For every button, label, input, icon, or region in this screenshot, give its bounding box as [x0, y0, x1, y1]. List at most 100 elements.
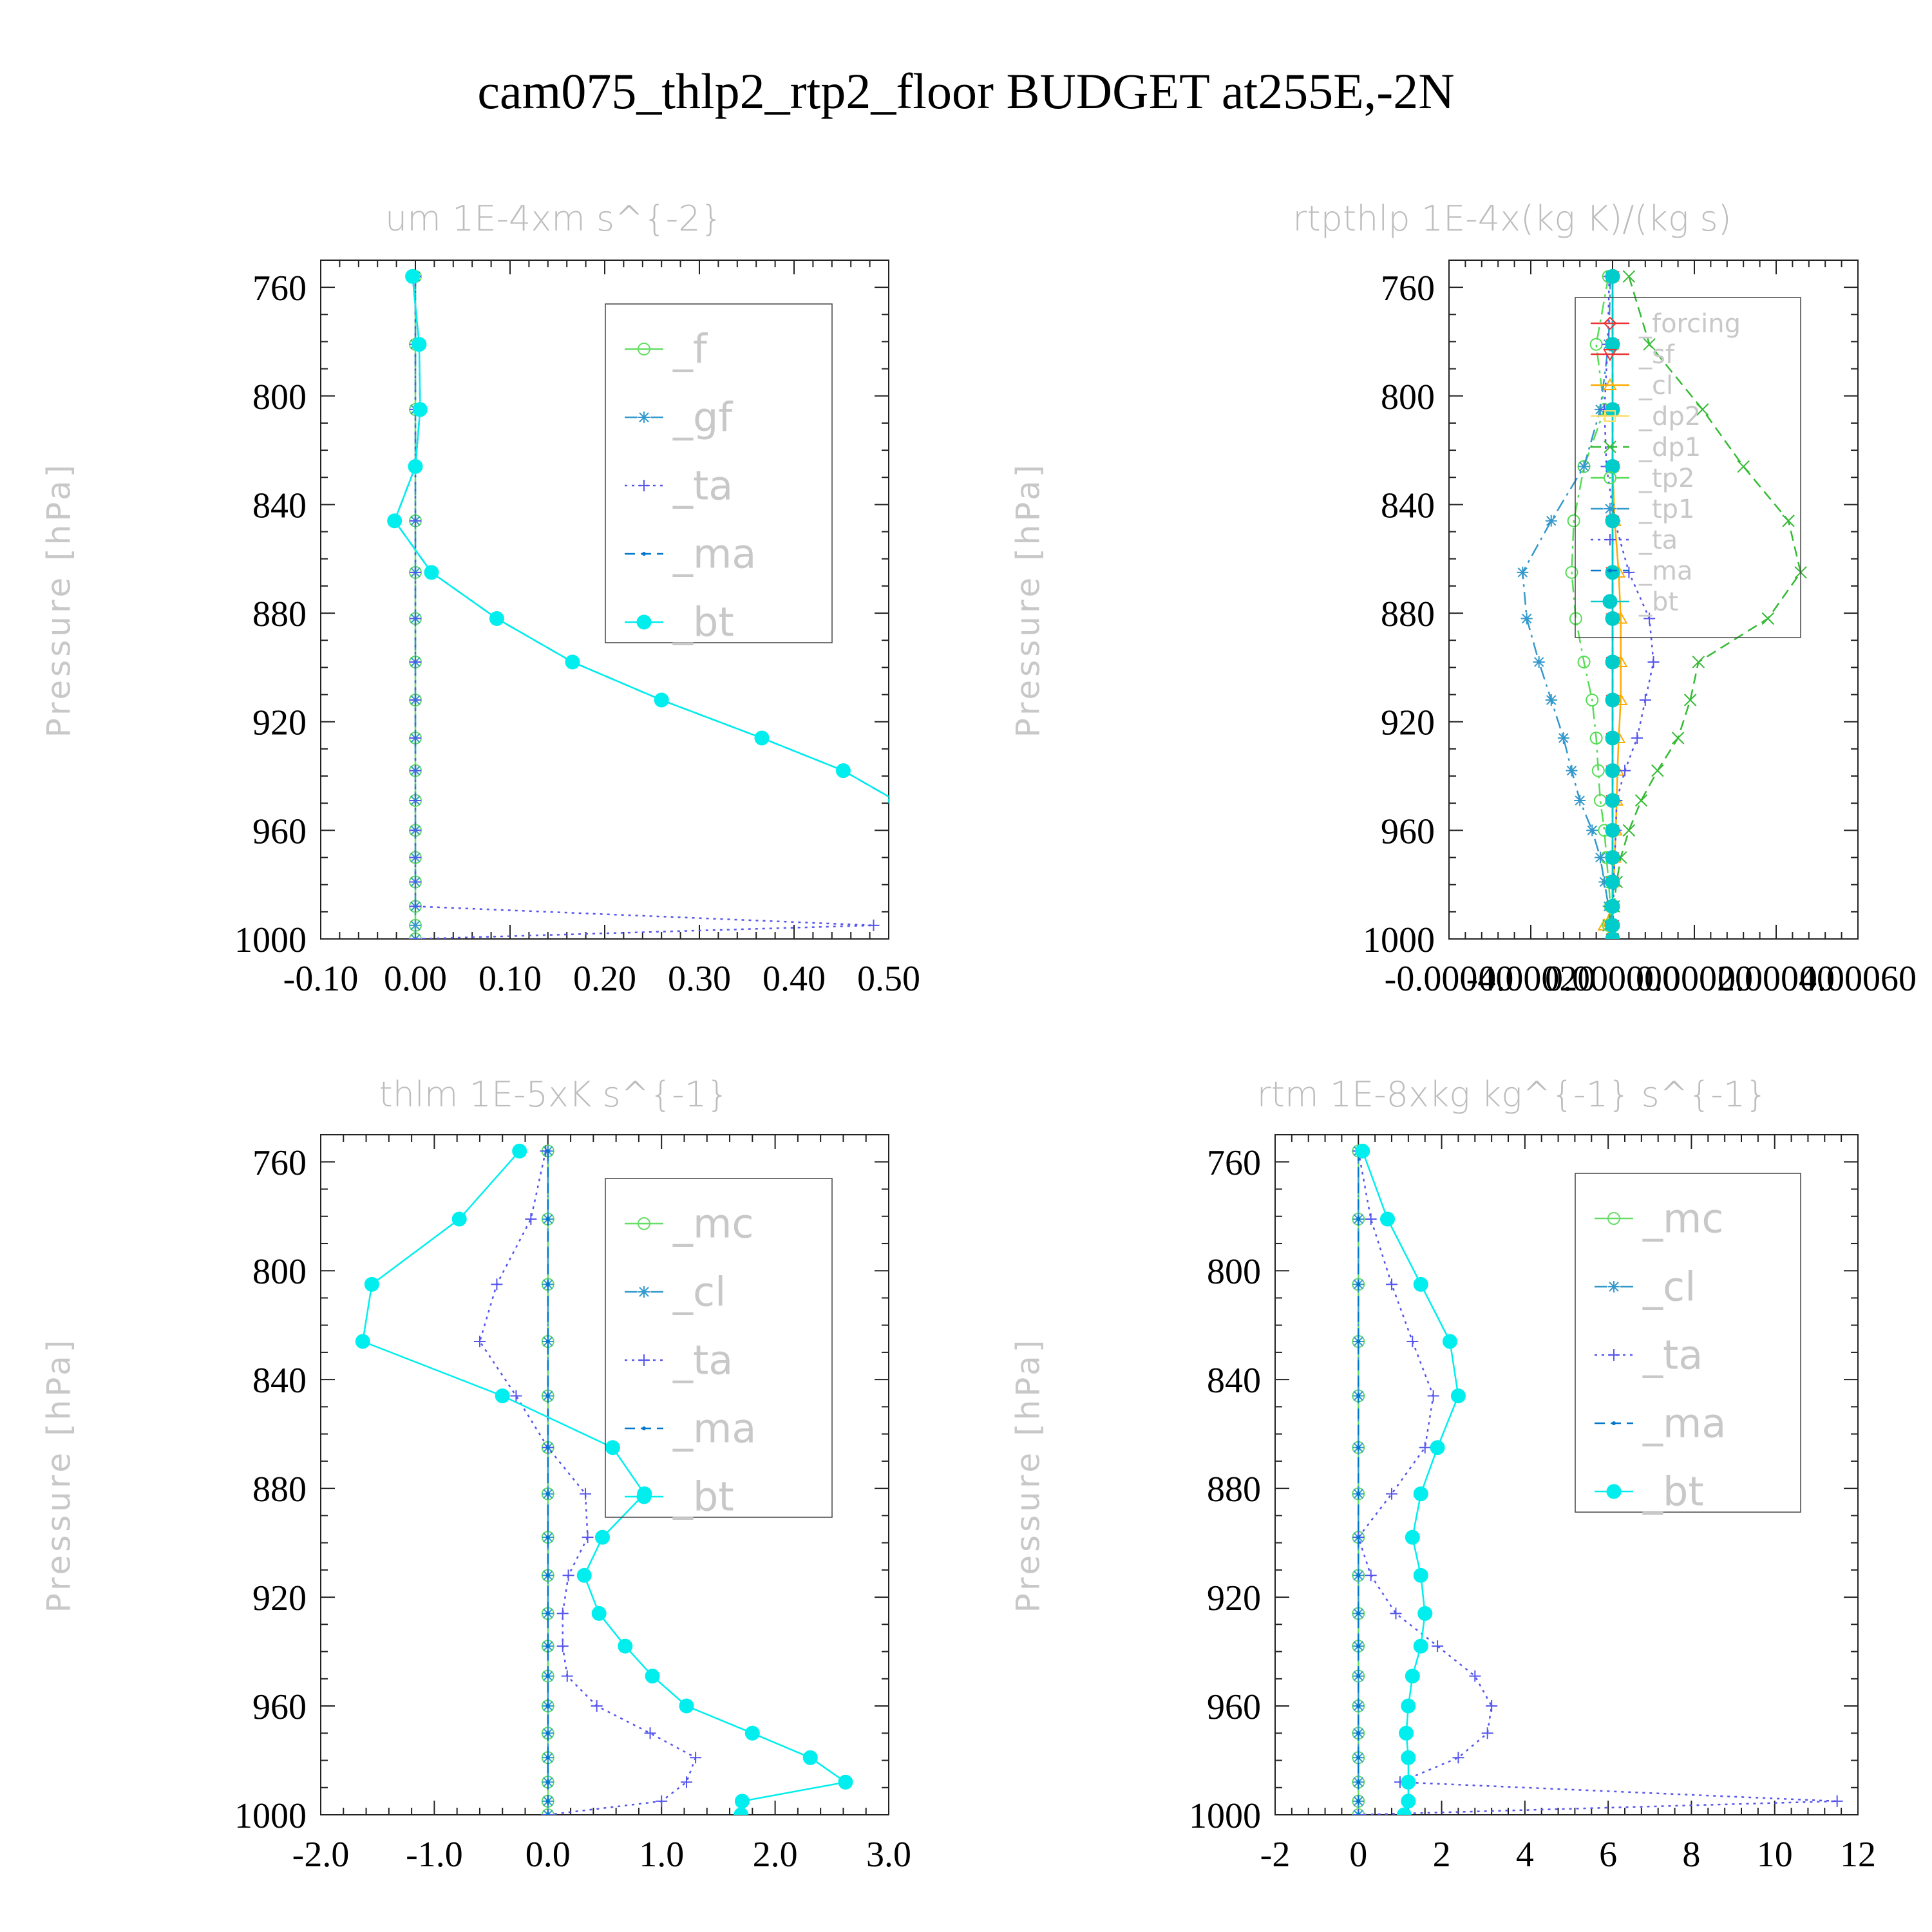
legend-marker — [638, 480, 650, 491]
data-point — [1605, 918, 1620, 933]
data-point — [1671, 732, 1685, 744]
data-point — [473, 1336, 486, 1348]
legend-label: _ta — [672, 462, 733, 509]
panel-title: rtpthlp 1E-4x(kg K)/(kg s) — [1293, 198, 1731, 239]
data-point — [1605, 763, 1620, 779]
figure-title: cam075_thlp2_rtp2_floor BUDGET at255E,-2… — [477, 63, 1454, 119]
data-point — [1365, 1569, 1377, 1582]
y-tick-label: 1000 — [234, 920, 307, 960]
data-point — [410, 919, 421, 931]
series-line-ta — [414, 276, 874, 939]
data-point — [1356, 1799, 1361, 1803]
data-point — [1622, 270, 1636, 283]
x-tick-label: 3.0 — [866, 1835, 911, 1875]
legend-marker — [638, 1354, 650, 1366]
y-axis-title: Pressure [hPa] — [41, 462, 78, 738]
y-tick-label: 840 — [1207, 1361, 1261, 1401]
data-point — [893, 799, 897, 802]
data-point — [1413, 1276, 1428, 1292]
y-tick-label: 800 — [252, 377, 307, 417]
legend-marker — [1604, 534, 1616, 545]
data-point — [1356, 1611, 1361, 1616]
y-tick-label: 1000 — [1363, 920, 1435, 960]
data-point — [1831, 1795, 1843, 1807]
data-point — [405, 269, 421, 284]
y-tick-label: 760 — [252, 1143, 307, 1183]
y-tick-label: 1000 — [234, 1796, 307, 1836]
legend-label: _mc — [1642, 1195, 1723, 1242]
legend-marker — [1604, 471, 1616, 484]
data-point — [1605, 874, 1620, 889]
x-tick-label: 6 — [1599, 1835, 1617, 1875]
data-point — [1605, 850, 1620, 866]
data-point — [1405, 1530, 1420, 1545]
series-line-dp1 — [1607, 276, 1802, 939]
data-point — [1605, 931, 1620, 939]
data-point — [644, 1727, 656, 1739]
data-point — [867, 919, 880, 931]
legend-box — [1575, 1173, 1801, 1513]
data-point — [929, 828, 933, 832]
series-group — [355, 1143, 853, 1815]
data-point — [545, 1445, 550, 1450]
data-point — [545, 1340, 550, 1344]
data-point — [1401, 1794, 1416, 1809]
data-point — [355, 1334, 370, 1349]
x-tick-label: 0.30 — [668, 959, 731, 999]
data-point — [835, 763, 851, 779]
data-point — [408, 459, 423, 474]
data-point — [556, 1640, 569, 1653]
data-point — [1737, 460, 1750, 473]
series-line-tp1 — [1522, 276, 1614, 939]
legend-marker — [642, 1426, 646, 1430]
legend-marker — [642, 552, 646, 556]
legend-marker — [1606, 1484, 1622, 1499]
data-point — [968, 856, 972, 860]
data-point — [1761, 612, 1775, 625]
data-point — [545, 1731, 550, 1736]
data-point — [1427, 1390, 1439, 1402]
data-point — [1577, 655, 1591, 668]
legend-label: _forcing — [1638, 309, 1741, 339]
data-point — [1356, 1535, 1361, 1540]
legend-label: _sf — [1638, 340, 1675, 370]
data-point — [1413, 1486, 1428, 1502]
data-point — [679, 1698, 694, 1714]
data-point — [1651, 764, 1664, 777]
data-point — [983, 880, 987, 884]
data-point — [545, 1149, 550, 1153]
data-point — [1605, 269, 1620, 284]
x-tick-label: 0.20 — [573, 959, 636, 999]
data-point — [1589, 732, 1603, 745]
data-point — [410, 794, 421, 806]
data-point — [565, 654, 580, 670]
data-point — [1619, 764, 1631, 777]
legend-marker — [1603, 316, 1617, 330]
data-point — [1605, 793, 1620, 808]
panels: um 1E-4xm s^{-2}Pressure [hPa]7608008408… — [41, 198, 1917, 1875]
data-point — [562, 1569, 574, 1582]
data-point — [1417, 1605, 1433, 1621]
x-tick-label: 1.0 — [639, 1835, 684, 1875]
data-point — [961, 918, 975, 933]
data-point — [545, 1217, 550, 1221]
legend-marker — [1608, 569, 1612, 573]
data-point — [1643, 337, 1656, 351]
data-point — [556, 1607, 569, 1620]
data-point — [451, 1211, 467, 1227]
y-tick-label: 920 — [252, 703, 307, 743]
legend-box — [605, 303, 833, 643]
data-point — [545, 1704, 550, 1709]
data-point — [512, 1143, 527, 1159]
series-line-bt — [393, 276, 889, 798]
data-point — [1396, 1807, 1412, 1815]
data-point — [1380, 1211, 1396, 1227]
plot-frame — [320, 260, 889, 940]
data-point — [1432, 1640, 1444, 1653]
data-point — [1365, 1213, 1377, 1225]
data-point — [412, 337, 427, 352]
data-point — [1355, 1143, 1370, 1159]
data-point — [1356, 1644, 1361, 1649]
x-tick-label: 10 — [1757, 1835, 1793, 1875]
x-tick-label: -1.0 — [406, 1835, 463, 1875]
